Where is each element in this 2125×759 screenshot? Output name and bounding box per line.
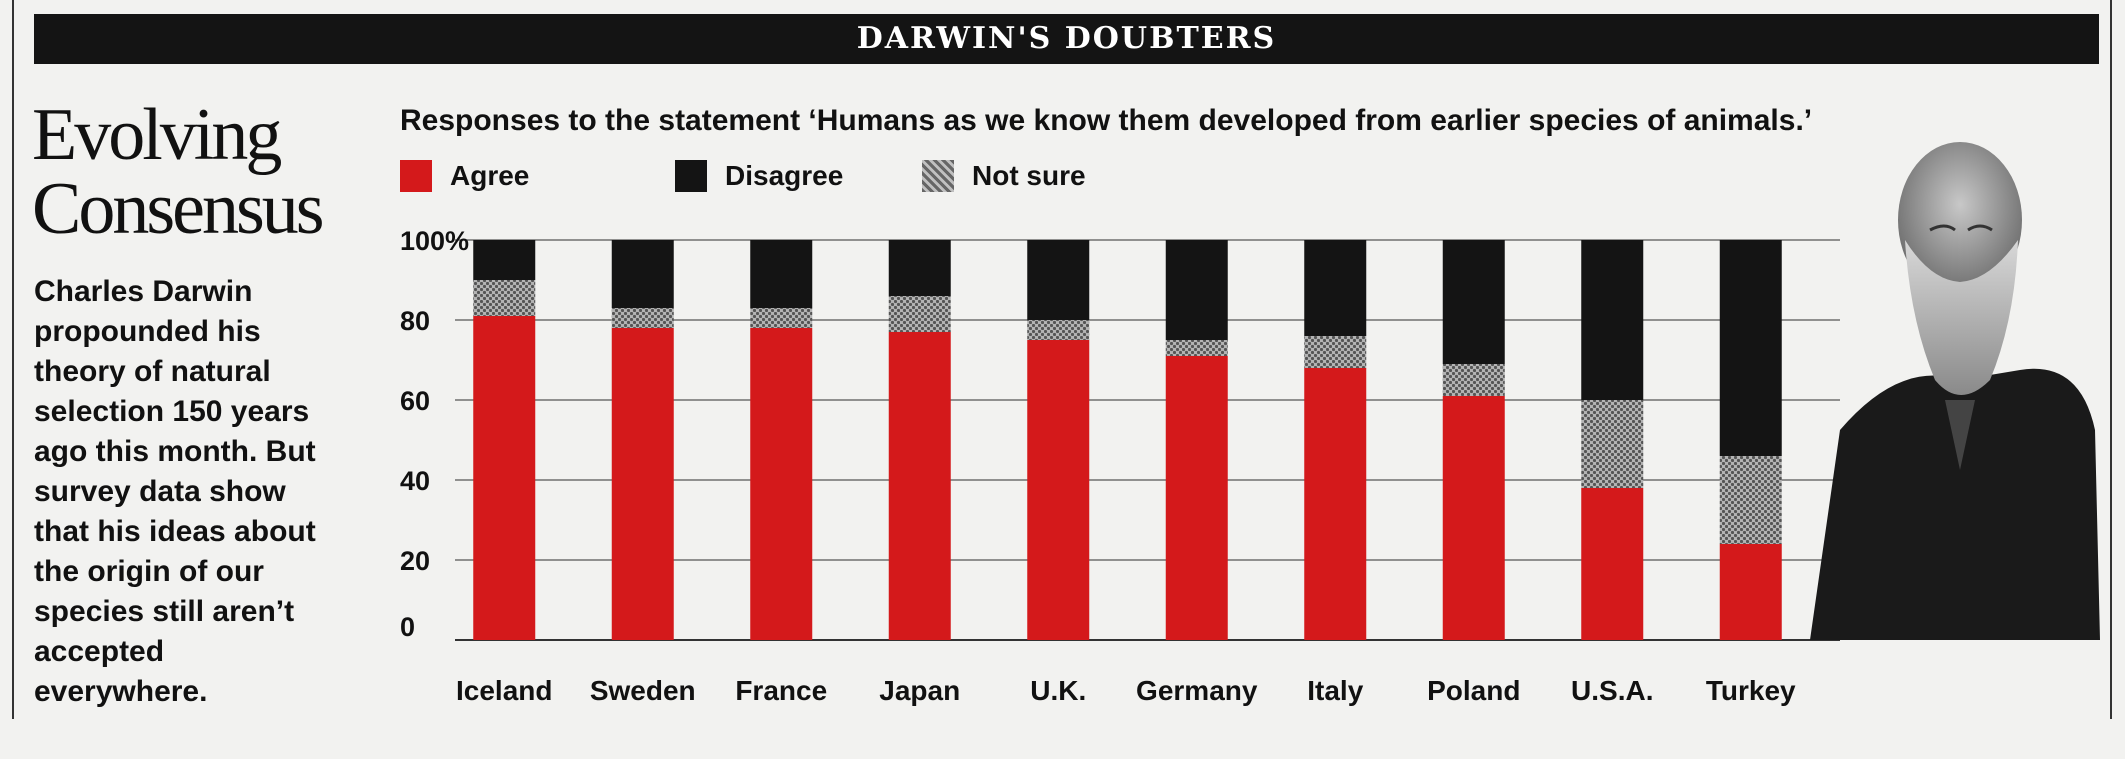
x-category-label: U.S.A. [1571, 675, 1653, 706]
x-category-label: Poland [1427, 675, 1520, 706]
bar-not-sure-france [750, 308, 813, 328]
banner-header: DARWIN'S DOUBTERS [34, 14, 2099, 64]
chart-legend: Agree Disagree Not sure [400, 158, 1300, 194]
x-category-label: France [735, 675, 827, 706]
bar-not-sure-poland [1442, 364, 1505, 396]
title-line-2: Consensus [32, 168, 325, 250]
bar-agree-usa [1581, 488, 1644, 640]
bar-disagree-poland [1442, 240, 1505, 364]
bar-agree-uk [1027, 340, 1090, 640]
bar-not-sure-italy [1304, 336, 1367, 368]
x-category-label: Turkey [1706, 675, 1796, 706]
y-tick-label: 100% [400, 226, 469, 256]
legend-swatch-disagree [675, 160, 707, 192]
bar-disagree-japan [888, 240, 951, 296]
y-tick-label: 40 [400, 466, 430, 496]
bar-agree-germany [1165, 356, 1228, 640]
bar-agree-italy [1304, 368, 1367, 640]
legend-item-agree: Agree [400, 158, 529, 194]
bar-disagree-uk [1027, 240, 1090, 320]
bar-agree-poland [1442, 396, 1505, 640]
bar-disagree-turkey [1719, 240, 1782, 456]
bar-agree-turkey [1719, 544, 1782, 640]
x-category-label: U.K. [1030, 675, 1086, 706]
x-category-label: Italy [1307, 675, 1363, 706]
y-tick-label: 80 [400, 306, 430, 336]
chart-title: Responses to the statement ‘Humans as we… [400, 104, 1813, 137]
bar-not-sure-japan [888, 296, 951, 332]
x-category-label: Sweden [590, 675, 696, 706]
bar-disagree-france [750, 240, 813, 308]
legend-swatch-agree [400, 160, 432, 192]
bar-disagree-germany [1165, 240, 1228, 340]
legend-swatch-not-sure [922, 160, 954, 192]
description-text: Charles Darwin propounded his theory of … [34, 275, 316, 708]
x-category-label: Iceland [456, 675, 552, 706]
darwin-portrait [1810, 142, 2100, 640]
title-line-1: Evolving [32, 94, 282, 176]
frame-left-rule [12, 0, 14, 719]
y-tick-label: 60 [400, 386, 430, 416]
bar-disagree-sweden [611, 240, 674, 308]
bar-disagree-iceland [473, 240, 536, 280]
page-title: Evolving Consensus [32, 98, 352, 246]
bar-not-sure-turkey [1719, 456, 1782, 544]
legend-label-agree: Agree [450, 160, 530, 191]
bar-not-sure-iceland [473, 280, 536, 316]
legend-label-disagree: Disagree [725, 160, 844, 191]
bar-agree-japan [888, 332, 951, 640]
bar-agree-sweden [611, 328, 674, 640]
x-category-label: Japan [879, 675, 960, 706]
bar-not-sure-sweden [611, 308, 674, 328]
y-tick-label: 0 [400, 612, 415, 642]
legend-item-disagree: Disagree [675, 158, 843, 194]
legend-item-not-sure: Not sure [922, 158, 1086, 194]
bar-not-sure-uk [1027, 320, 1090, 340]
bar-not-sure-germany [1165, 340, 1228, 356]
y-tick-label: 20 [400, 546, 430, 576]
bar-disagree-italy [1304, 240, 1367, 336]
bar-agree-iceland [473, 316, 536, 640]
frame-right-rule [2110, 0, 2112, 719]
legend-label-not-sure: Not sure [972, 160, 1086, 191]
bar-agree-france [750, 328, 813, 640]
x-category-label: Germany [1136, 675, 1258, 706]
bar-disagree-usa [1581, 240, 1644, 400]
bar-not-sure-usa [1581, 400, 1644, 488]
